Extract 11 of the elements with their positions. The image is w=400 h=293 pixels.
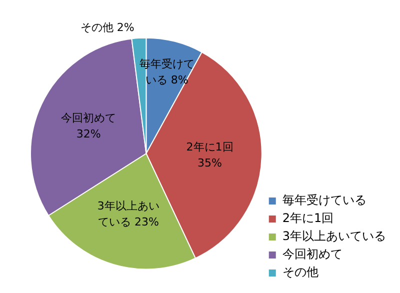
category-label: その他 2%	[80, 20, 134, 34]
legend-label: 今回初めて	[282, 247, 342, 262]
legend-label: 毎年受けている	[282, 193, 366, 208]
legend-label: その他	[282, 265, 318, 280]
legend-label: 3年以上あいている	[282, 229, 386, 244]
slice-label: 今回初めて	[61, 111, 116, 124]
data-label: 32%	[76, 127, 101, 140]
legend-label: 2年に1回	[282, 211, 334, 226]
data-label: 35%	[198, 156, 222, 170]
slice-label: 2年に1回	[186, 140, 234, 154]
category-label: 3年以上あいている 23%	[97, 199, 160, 228]
